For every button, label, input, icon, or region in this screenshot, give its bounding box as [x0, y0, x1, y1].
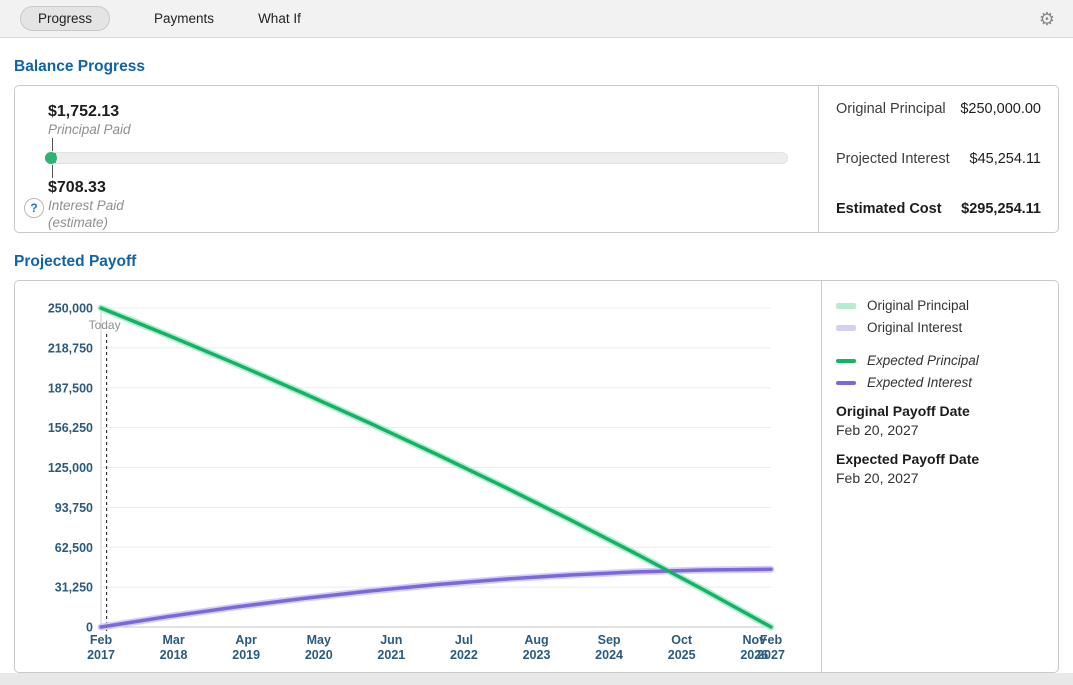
tab-bar: Progress Payments What If ⚙ — [0, 0, 1073, 38]
projected-payoff-card: 0 31,250 62,500 93,750 125,000 156,250 187,500… — [14, 280, 1059, 673]
legend-item: Original Principal — [836, 298, 1044, 313]
x-axis-tick-month: Oct — [671, 633, 693, 647]
x-axis-tick-month: Aug — [524, 633, 548, 647]
legend-swatch-icon — [836, 324, 856, 331]
x-axis-tick-year: 2024 — [595, 648, 623, 662]
summary-row: Estimated Cost $295,254.11 — [836, 201, 1041, 217]
x-axis-tick-year: 2026 — [740, 648, 768, 662]
summary-row-label: Original Principal — [836, 101, 946, 117]
expected-payoff-label: Expected Payoff Date — [836, 451, 980, 467]
summary-row-value: $45,254.11 — [969, 151, 1042, 167]
interest-paid-amount: $708.33 — [48, 179, 106, 196]
x-axis-tick-month: Apr — [235, 633, 257, 647]
series-line — [97, 565, 775, 631]
x-axis-tick-month: Feb — [90, 633, 113, 647]
legend-item: Expected Principal — [836, 353, 1044, 368]
y-axis-tick-label: 125,000 — [48, 461, 93, 475]
legend-swatch-icon — [836, 380, 856, 385]
interest-paid-label: Interest Paid (estimate) — [48, 198, 178, 232]
interest-paid-note: (estimate) — [48, 214, 109, 230]
x-axis-tick-year: 2021 — [377, 648, 405, 662]
principal-paid-label: Principal Paid — [48, 122, 131, 137]
help-icon[interactable]: ? — [24, 198, 44, 218]
today-label: Today — [89, 318, 121, 332]
summary-row: Projected Interest $45,254.11 — [836, 151, 1041, 167]
summary-row-value: $250,000.00 — [960, 101, 1041, 117]
summary-row: Original Principal $250,000.00 — [836, 101, 1041, 117]
y-axis-tick-label: 187,500 — [48, 381, 93, 395]
original-payoff-block: Original Payoff Date Feb 20, 2027 — [836, 403, 1044, 438]
projected-payoff-title: Projected Payoff — [14, 253, 137, 270]
expected-payoff-block: Expected Payoff Date Feb 20, 2027 — [836, 451, 1044, 486]
settings-gear-icon[interactable]: ⚙ — [1038, 8, 1055, 29]
y-axis-tick-label: 0 — [86, 621, 93, 635]
tab-progress[interactable]: Progress — [20, 6, 111, 31]
x-axis-tick-month: Feb — [760, 633, 783, 647]
slider-marker-top — [52, 138, 53, 151]
legend-items: Original Principal Original Interest Expec… — [836, 298, 1044, 390]
x-axis-tick-month: Mar — [162, 633, 184, 647]
expected-payoff-date: Feb 20, 2027 — [836, 470, 919, 486]
series-line — [99, 306, 773, 629]
y-axis-tick-label: 156,250 — [48, 421, 93, 435]
x-axis-tick-month: Jul — [455, 633, 473, 647]
balance-progress-title: Balance Progress — [14, 58, 145, 75]
x-axis-tick-year: 2027 — [757, 648, 785, 662]
x-axis-tick-year: 2017 — [87, 648, 115, 662]
summary-row-label: Estimated Cost — [836, 201, 942, 217]
payoff-chart: 0 31,250 62,500 93,750 125,000 156,250 187,500… — [15, 281, 821, 672]
legend-label: Expected Principal — [867, 353, 979, 368]
x-axis-tick-year: 2018 — [160, 648, 188, 662]
tab-what-if[interactable]: What If — [258, 11, 301, 26]
y-axis-tick-label: 62,500 — [55, 541, 93, 555]
x-axis-tick-year: 2025 — [668, 648, 696, 662]
y-axis-tick-label: 93,750 — [55, 501, 93, 515]
original-payoff-label: Original Payoff Date — [836, 403, 970, 419]
bottom-strip — [0, 673, 1073, 681]
y-axis-tick-label: 218,750 — [48, 341, 93, 355]
x-axis-tick-year: 2019 — [232, 648, 260, 662]
legend-swatch-icon — [836, 358, 856, 363]
legend-label: Expected Interest — [867, 375, 973, 390]
slider-marker-bottom — [52, 165, 53, 178]
payoff-legend-panel: Original Principal Original Interest Expec… — [821, 281, 1058, 672]
principal-paid-handle[interactable] — [45, 152, 57, 164]
x-axis-tick-year: 2023 — [523, 648, 551, 662]
balance-summary: Original Principal $250,000.00 Projected I… — [818, 86, 1058, 232]
series-line — [99, 567, 773, 629]
summary-row-value: $295,254.11 — [961, 201, 1041, 217]
x-axis-tick-month: May — [307, 633, 331, 647]
tab-payments[interactable]: Payments — [154, 11, 215, 26]
x-axis-tick-month: Jun — [380, 633, 402, 647]
x-axis-tick-month: Nov — [742, 633, 766, 647]
legend-item: Original Interest — [836, 320, 1044, 335]
x-axis-tick-year: 2022 — [450, 648, 478, 662]
original-payoff-date: Feb 20, 2027 — [836, 422, 919, 438]
principal-paid-amount: $1,752.13 — [48, 103, 120, 120]
y-axis-tick-label: 250,000 — [48, 302, 93, 316]
legend-label: Original Interest — [867, 320, 963, 335]
legend-label: Original Principal — [867, 298, 970, 313]
y-axis-tick-label: 31,250 — [55, 581, 93, 595]
legend-item: Expected Interest — [836, 375, 1044, 390]
balance-progress-card: $1,752.13 Principal Paid $708.33 Interes… — [14, 85, 1059, 233]
x-axis-tick-month: Sep — [598, 633, 621, 647]
interest-paid-label-text: Interest Paid — [48, 198, 124, 213]
legend-swatch-icon — [836, 302, 856, 309]
balance-slider-area: $1,752.13 Principal Paid $708.33 Interes… — [15, 86, 818, 232]
balance-progress-track[interactable] — [45, 152, 788, 164]
payoff-chart-svg: 0 31,250 62,500 93,750 125,000 156,250 187,500… — [48, 302, 785, 663]
x-axis-tick-year: 2020 — [305, 648, 333, 662]
summary-row-label: Projected Interest — [836, 151, 950, 167]
